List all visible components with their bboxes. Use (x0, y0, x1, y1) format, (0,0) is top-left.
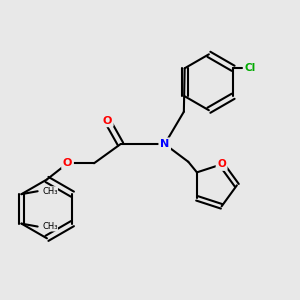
Text: Cl: Cl (245, 63, 256, 73)
Text: O: O (103, 116, 112, 126)
Text: O: O (63, 158, 72, 168)
Text: CH₃: CH₃ (42, 187, 58, 196)
Text: N: N (160, 139, 169, 149)
Text: O: O (217, 159, 226, 169)
Text: CH₃: CH₃ (42, 222, 58, 231)
